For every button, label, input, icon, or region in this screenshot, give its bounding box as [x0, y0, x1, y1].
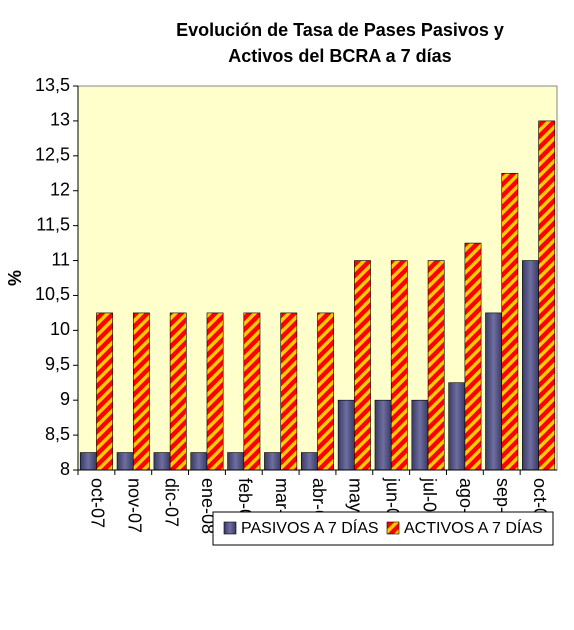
bar: [116, 452, 134, 471]
bar: [153, 452, 171, 471]
bar: [427, 260, 445, 471]
bar: [411, 399, 429, 471]
y-tick-label: 13,5: [35, 75, 70, 95]
bar: [538, 120, 556, 471]
legend-label: PASIVOS A 7 DÍAS: [241, 518, 379, 537]
y-tick-label: 9: [60, 389, 70, 409]
chart-title: Activos del BCRA a 7 días: [228, 46, 451, 66]
bar: [522, 260, 539, 471]
bar: [485, 312, 503, 471]
x-tick-label: oct-07: [88, 478, 108, 528]
y-tick-label: 12: [50, 179, 70, 199]
bar: [264, 452, 281, 471]
bar: [280, 312, 298, 471]
bar: [190, 452, 208, 471]
y-tick-label: 10,5: [35, 284, 70, 304]
bar: [501, 172, 519, 471]
x-tick-label: jul-08: [419, 477, 439, 522]
x-tick-label: dic-07: [161, 478, 181, 527]
y-tick-label: 11,5: [36, 214, 70, 234]
y-tick-label: 10: [50, 319, 70, 339]
legend-box: [212, 511, 554, 546]
bar: [390, 260, 408, 471]
legend-label: ACTIVOS A 7 DÍAS: [404, 518, 543, 537]
bar: [79, 452, 97, 471]
bar: [243, 312, 261, 471]
legend-swatch: [223, 521, 237, 535]
y-tick-label: 13: [50, 110, 70, 130]
bar: [354, 260, 371, 471]
y-tick-label: 8: [60, 459, 70, 479]
y-tick-label: 12,5: [35, 145, 70, 165]
y-tick-label: 8,5: [45, 424, 70, 444]
y-tick-label: 11: [51, 249, 70, 269]
bar: [169, 312, 187, 471]
bar: [464, 242, 482, 471]
bar: [317, 312, 335, 471]
bar: [448, 382, 466, 471]
bar: [132, 312, 150, 471]
bar: [206, 312, 224, 471]
legend-swatch: [386, 521, 400, 535]
bar: [300, 452, 318, 471]
bar: [227, 452, 245, 471]
x-tick-label: nov-07: [125, 478, 145, 533]
bar: [374, 399, 392, 471]
bar: [96, 312, 113, 471]
y-tick-label: 9,5: [45, 354, 70, 374]
y-axis-label: %: [5, 270, 25, 286]
bar: [337, 399, 355, 471]
chart-title: Evolución de Tasa de Pases Pasivos y: [176, 20, 504, 40]
